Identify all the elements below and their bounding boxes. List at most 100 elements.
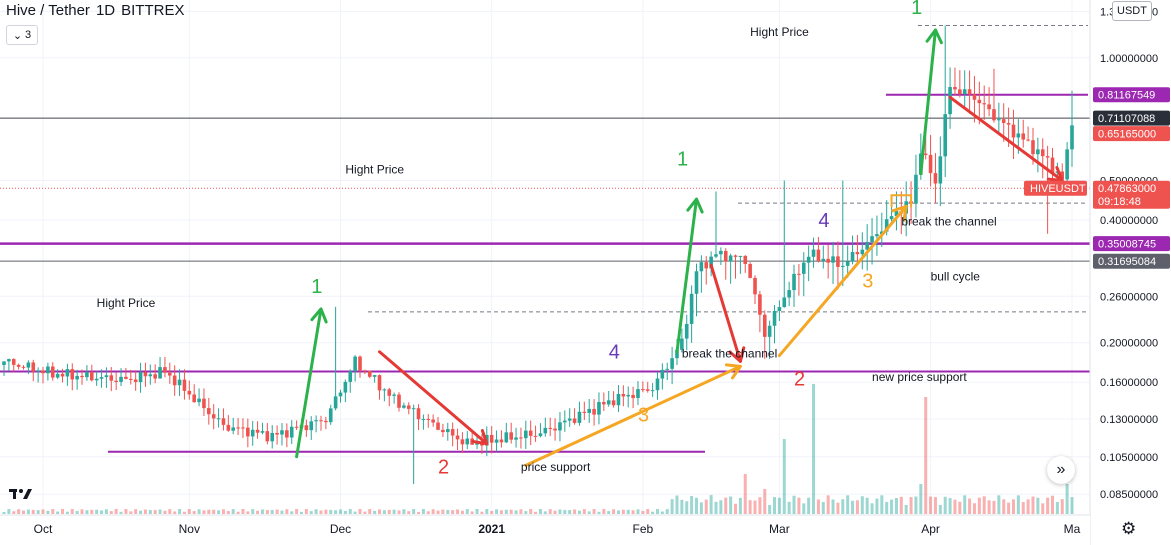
candle [192,384,196,403]
candle [289,420,294,445]
volume-bar [685,501,689,514]
candle [489,426,494,454]
candle [645,381,650,393]
currency-button[interactable]: USDT [1112,1,1152,21]
volume-bar [529,509,533,514]
volume-bar [924,397,928,514]
volume-bar [699,502,703,514]
candle-body [236,427,240,429]
candle [621,385,626,407]
volume-bar [495,509,499,514]
volume-bar [363,511,367,514]
trend-arrow-6 [524,364,742,467]
candle [36,367,40,383]
volume-bar [173,511,177,514]
volume-bar [241,509,245,514]
candle-body [489,434,494,443]
candle-body [553,428,557,431]
candle-body [431,419,435,423]
candle [153,364,157,384]
candle-body [31,362,36,372]
volume-bar [70,509,74,514]
volume-bar [22,510,26,514]
price-axis[interactable]: 1.300000001.000000000.500000000.40000000… [1024,0,1171,545]
candle [524,420,528,449]
volume-bar [758,497,762,514]
candle [460,432,465,453]
volume-bar [324,509,328,514]
candle-body [787,290,791,298]
volume-bar [36,510,40,514]
candle-body [397,394,401,408]
indicator-toggle-button[interactable]: ⌄ 3 [6,25,38,45]
volume-bar [655,509,659,514]
candle-body [128,378,133,380]
volume-bar [719,500,723,514]
annotation-note: break the channel [901,214,996,228]
candle-body [104,375,109,378]
candle [636,381,640,406]
candle [519,427,523,449]
volume-bar [904,504,908,514]
candle [221,408,226,431]
candle-body [148,374,153,377]
price-tick-label: 0.26000000 [1100,291,1158,303]
candle-body [558,422,562,431]
volume-bar [470,511,474,514]
volume-bar [1065,484,1069,514]
candle [699,255,704,293]
candle [943,25,948,178]
volume-bar [665,509,669,514]
candle [650,383,655,398]
candle [41,366,45,384]
time-axis[interactable]: Oct Nov Dec 2021 Feb Mar Apr Ma [0,514,1090,545]
scroll-to-realtime-button[interactable]: » [1047,456,1075,484]
candle [211,404,216,430]
interval-label[interactable]: 1D [95,2,116,19]
volume-bar [807,497,811,514]
volume-bar [158,509,162,514]
tradingview-logo-icon[interactable] [8,483,36,505]
candlestick-series[interactable] [2,25,1074,485]
candle-body [436,422,440,430]
volume-bar [246,511,250,514]
candle-body [962,89,967,95]
volume-bar [1060,499,1064,514]
candle [441,423,445,438]
candle [602,392,606,412]
candle-body [611,400,616,406]
candle-body [85,371,89,378]
candle-body [41,370,45,374]
volume-bar [914,496,918,514]
candle [372,374,377,383]
breakout-bracket [890,194,913,208]
candle-body [831,256,835,263]
volume-bar [899,496,903,514]
candle-body [426,418,431,420]
candle [670,346,674,385]
candle-body [26,362,31,368]
candle [875,215,879,256]
volume-bar [753,500,757,514]
volume-bar [75,510,79,514]
candle [826,244,830,279]
candle [880,212,884,247]
volume-bar [329,509,333,514]
price-tick-label: 1.00000000 [1100,53,1158,65]
volume-bar [607,511,611,514]
volume-bar [612,509,616,514]
volume-bar [509,509,513,514]
candle-body [60,373,65,377]
candle-body [328,408,333,423]
candle [772,305,777,344]
candle-body [133,379,138,383]
candle-body [55,373,60,378]
candle-body [460,439,465,445]
candle-body [294,426,299,428]
chevron-down-icon: ⌄ [12,29,23,42]
symbol-title[interactable]: Hive / Tether [6,2,90,19]
candle [465,431,470,450]
gear-icon[interactable]: ⚙ [1121,519,1137,538]
candle [328,404,333,425]
